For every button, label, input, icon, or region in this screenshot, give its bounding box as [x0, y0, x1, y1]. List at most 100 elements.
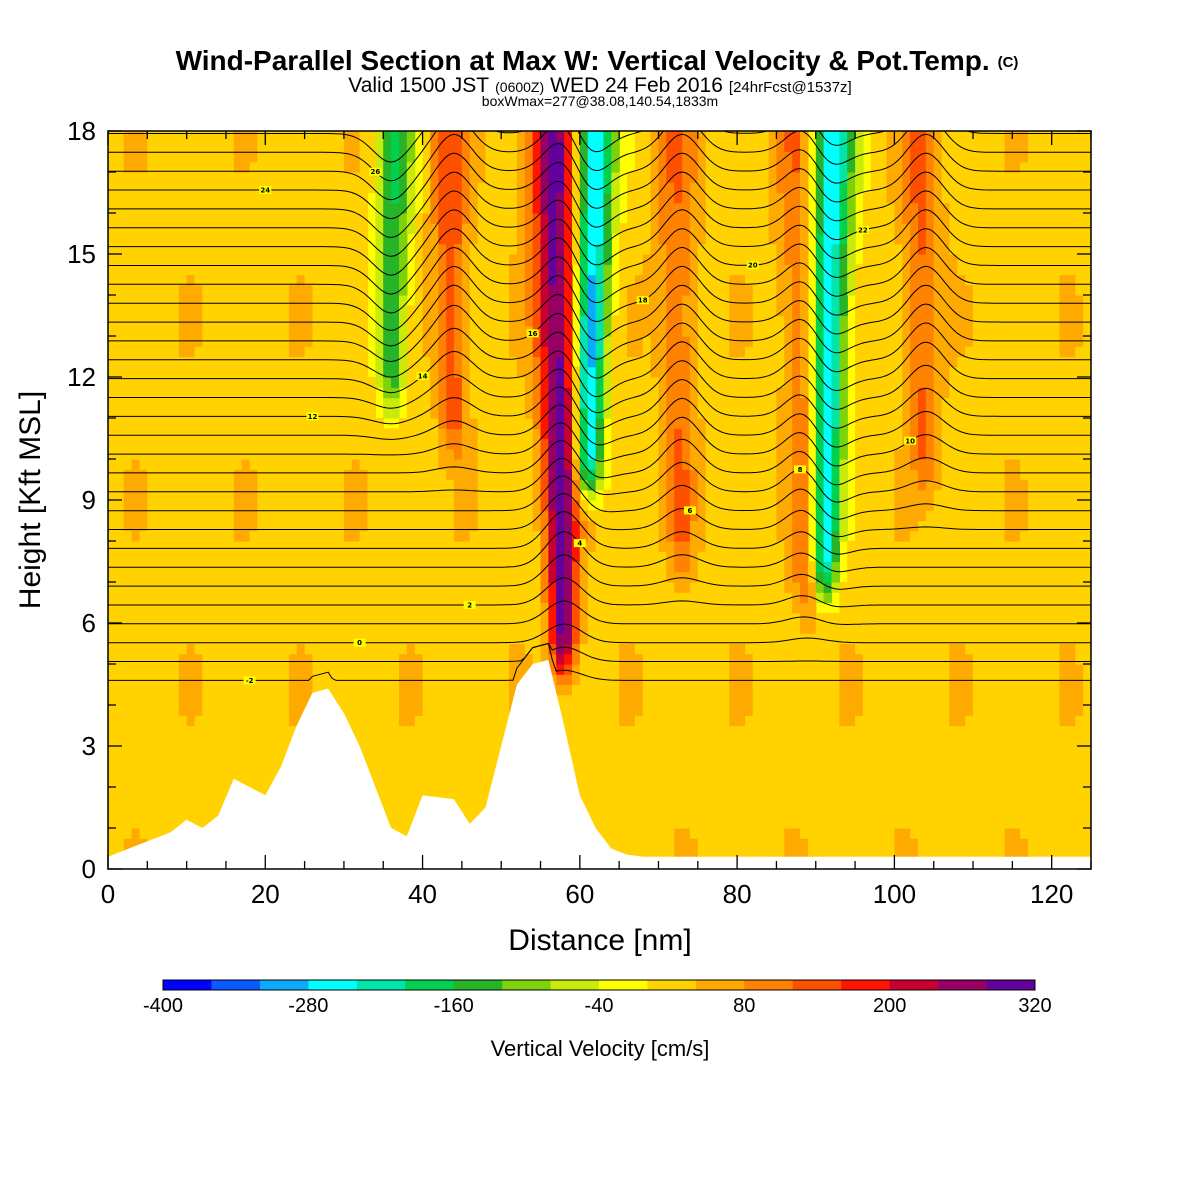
w-cell	[194, 182, 203, 194]
w-cell	[587, 489, 597, 501]
w-cell	[123, 828, 133, 839]
w-cell	[281, 172, 290, 183]
w-cell	[642, 684, 652, 696]
w-cell	[265, 284, 274, 296]
w-cell	[139, 192, 148, 204]
w-cell	[312, 243, 321, 255]
w-cell	[430, 776, 439, 788]
w-cell	[155, 418, 164, 429]
w-cell	[320, 223, 329, 235]
w-cell	[281, 746, 290, 757]
w-cell	[210, 653, 219, 665]
w-cell	[131, 213, 141, 224]
w-cell	[634, 459, 644, 470]
w-cell	[493, 694, 502, 706]
w-cell	[579, 356, 589, 368]
w-cell	[343, 582, 353, 593]
w-cell	[147, 325, 156, 337]
w-cell	[391, 684, 400, 696]
w-cell	[194, 387, 203, 399]
w-cell	[469, 694, 479, 706]
w-cell	[194, 346, 203, 358]
w-cell	[123, 582, 133, 593]
w-cell	[611, 838, 620, 850]
w-cell	[336, 407, 345, 419]
w-cell	[194, 397, 203, 409]
w-cell	[422, 694, 432, 706]
w-cell	[367, 725, 376, 737]
w-cell	[532, 315, 542, 327]
w-cell	[516, 633, 526, 645]
w-cell	[516, 151, 526, 163]
w-cell	[485, 377, 494, 388]
w-cell	[241, 387, 251, 399]
w-cell	[375, 182, 384, 194]
w-cell	[163, 735, 172, 747]
w-cell	[556, 438, 565, 450]
w-cell	[414, 233, 424, 245]
w-cell	[202, 428, 211, 440]
w-cell	[131, 438, 141, 450]
w-cell	[312, 141, 321, 153]
w-cell	[218, 602, 227, 614]
w-cell	[226, 243, 235, 255]
w-cell	[587, 223, 597, 235]
w-cell	[603, 653, 612, 665]
w-cell	[611, 623, 620, 634]
w-cell	[650, 141, 660, 153]
w-cell	[202, 612, 211, 624]
w-cell	[375, 131, 384, 142]
w-cell	[391, 366, 400, 378]
w-cell	[170, 305, 180, 317]
w-cell	[304, 418, 314, 429]
w-cell	[524, 469, 534, 481]
w-cell	[288, 705, 298, 716]
w-cell	[139, 530, 148, 542]
w-cell	[115, 233, 125, 245]
w-cell	[406, 817, 416, 829]
w-cell	[650, 377, 660, 388]
w-cell	[257, 459, 266, 470]
w-cell	[233, 131, 243, 142]
w-cell	[477, 141, 487, 153]
w-cell	[493, 612, 502, 624]
w-cell	[446, 172, 455, 183]
w-cell	[210, 469, 219, 481]
w-cell	[469, 664, 479, 675]
w-cell	[375, 233, 384, 245]
w-cell	[627, 182, 636, 194]
w-cell	[210, 725, 219, 737]
w-cell	[288, 428, 298, 440]
w-cell	[485, 674, 494, 686]
w-cell	[186, 684, 196, 696]
w-cell	[532, 500, 542, 511]
w-cell	[296, 489, 306, 501]
w-cell	[461, 202, 471, 214]
w-cell	[139, 254, 148, 265]
w-cell	[446, 243, 455, 255]
w-cell	[383, 172, 392, 183]
w-cell	[414, 489, 424, 501]
w-cell	[249, 756, 259, 768]
w-cell	[131, 653, 141, 665]
w-cell	[587, 377, 597, 388]
w-cell	[304, 582, 314, 593]
w-cell	[579, 633, 589, 645]
w-cell	[524, 643, 534, 655]
w-cell	[163, 325, 172, 337]
w-cell	[422, 623, 432, 634]
w-cell	[493, 397, 502, 409]
w-cell	[257, 192, 266, 204]
w-cell	[611, 807, 620, 819]
w-cell	[391, 438, 400, 450]
w-cell	[587, 776, 597, 788]
w-cell	[312, 530, 321, 542]
w-cell	[233, 664, 243, 675]
w-cell	[296, 705, 306, 716]
w-cell	[446, 295, 455, 306]
w-cell	[634, 674, 644, 686]
w-cell	[509, 295, 518, 306]
w-cell	[210, 213, 219, 224]
w-cell	[611, 653, 620, 665]
